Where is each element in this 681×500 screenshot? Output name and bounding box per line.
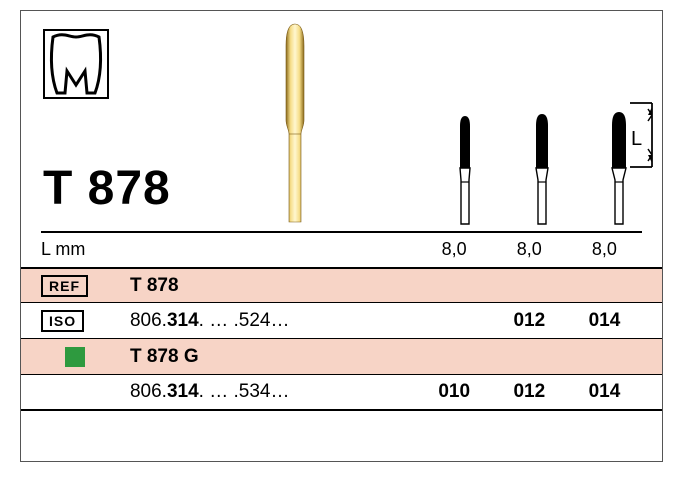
- ref-tag: REF: [41, 275, 88, 297]
- lmm-v3: 8,0: [567, 239, 642, 260]
- top-area: T 878: [21, 11, 662, 231]
- iso2-code: 806.314. … .534…: [130, 381, 417, 403]
- iso2-v2: 012: [492, 381, 567, 403]
- gold-bur-icon: [278, 22, 312, 228]
- iso-v2: 012: [492, 310, 567, 332]
- iso-tag: ISO: [41, 310, 84, 332]
- row-iso2: 806.314. … .534… 010 012 014: [21, 375, 662, 411]
- mini-bur-3-icon: [607, 112, 631, 228]
- spec-table: L mm 8,0 8,0 8,0 REF T 878 ISO 806.314. …: [21, 231, 662, 411]
- lmm-v1: 8,0: [417, 239, 492, 260]
- ref-g-label: T 878 G: [130, 346, 417, 368]
- row-ref-g: T 878 G: [21, 339, 662, 375]
- lmm-label: L mm: [41, 239, 130, 260]
- iso2-v1: 010: [417, 381, 492, 403]
- ref-label: T 878: [130, 275, 417, 297]
- row-lmm: L mm 8,0 8,0 8,0: [21, 231, 662, 267]
- lmm-v2: 8,0: [492, 239, 567, 260]
- mini-bur-1-icon: [455, 112, 475, 228]
- grade-swatch: [65, 347, 85, 367]
- mini-bur-2-icon: [531, 112, 553, 228]
- row-ref: REF T 878: [21, 267, 662, 303]
- iso-v3: 014: [567, 310, 642, 332]
- dimension-label: L: [631, 128, 642, 151]
- iso2-v3: 014: [567, 381, 642, 403]
- product-title: T 878: [43, 161, 171, 216]
- card-frame: T 878: [20, 10, 663, 462]
- row-iso: ISO 806.314. … .524… 012 014: [21, 303, 662, 339]
- tooth-icon: [43, 29, 109, 99]
- iso-code: 806.314. … .524…: [130, 310, 417, 332]
